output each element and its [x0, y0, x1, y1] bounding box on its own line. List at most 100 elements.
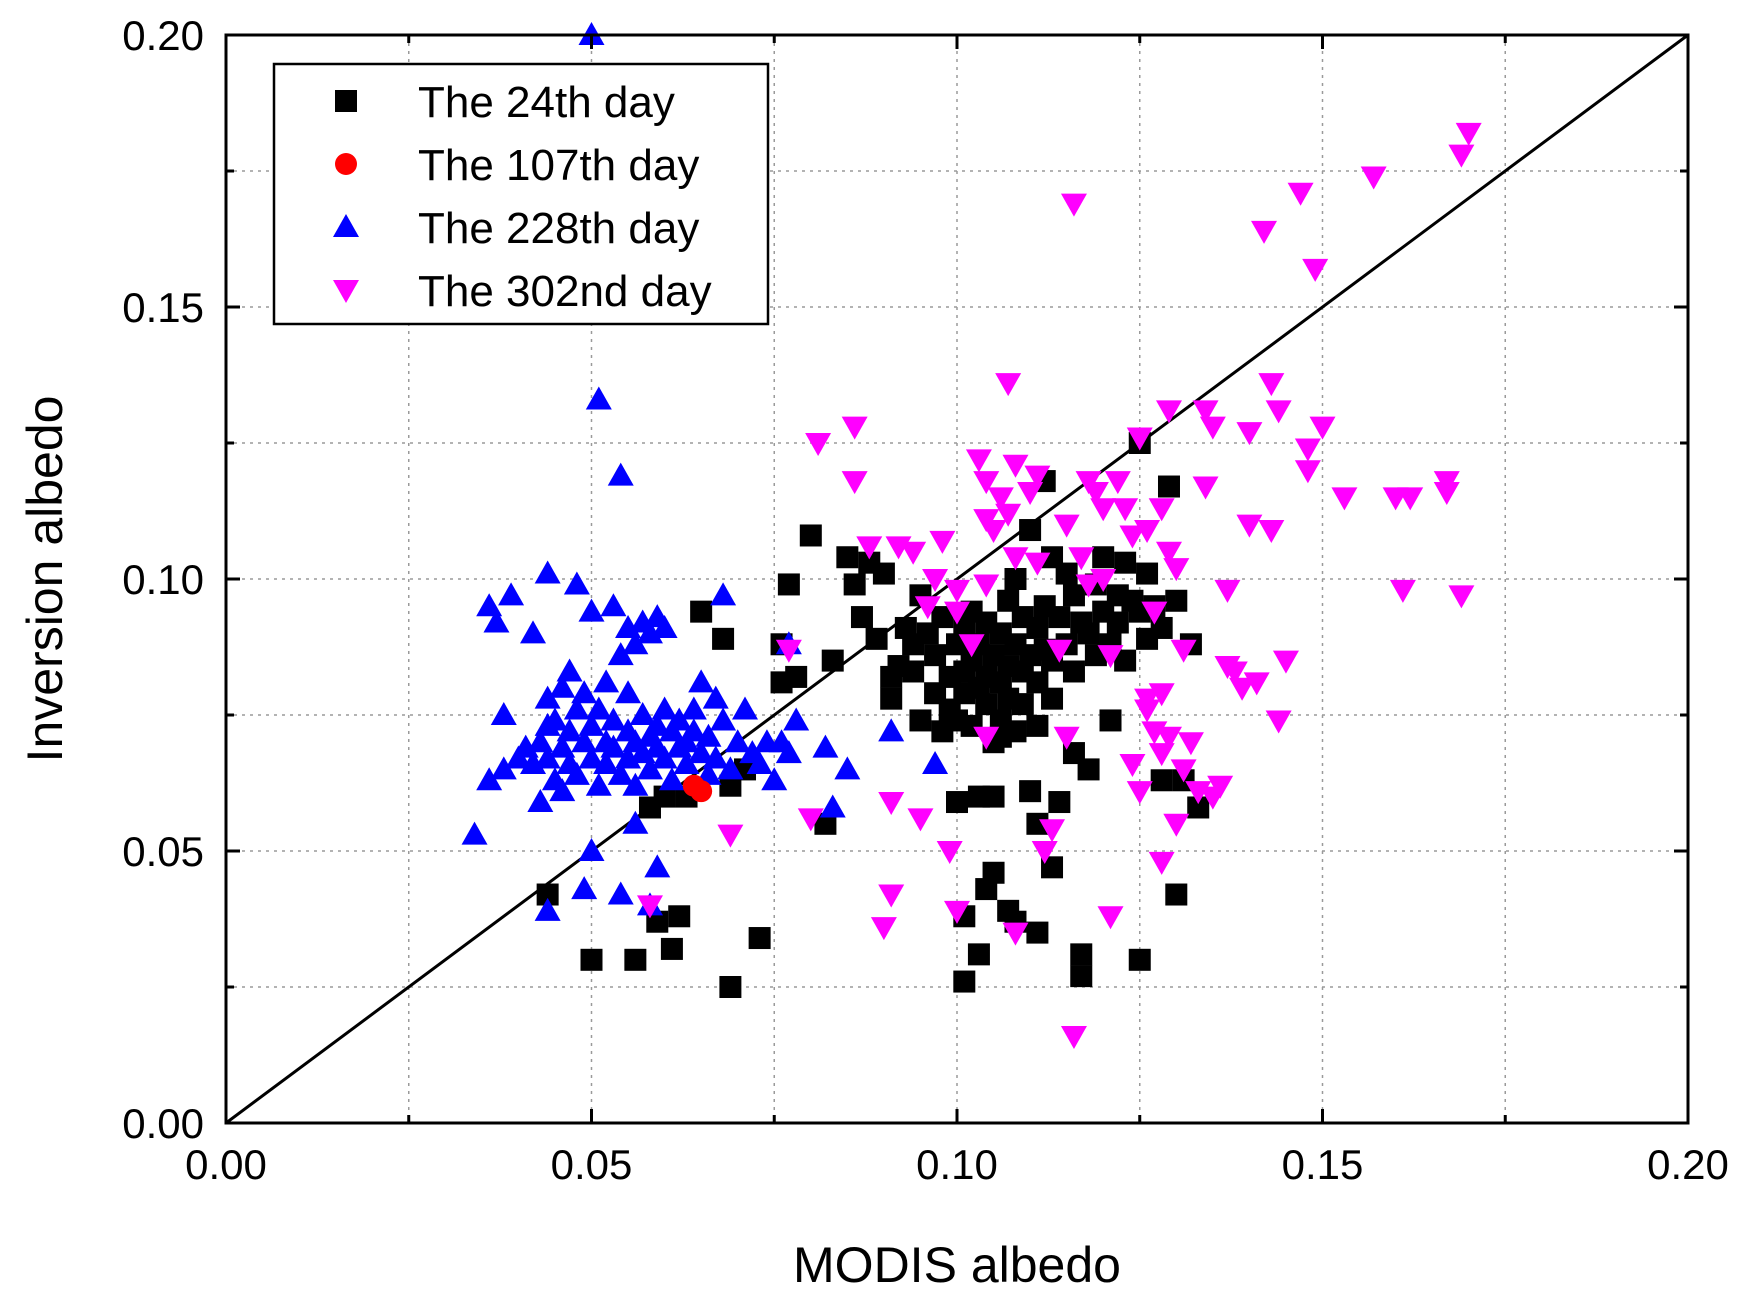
data-point-triangle-down [1433, 481, 1460, 505]
data-point-triangle-down [1207, 775, 1234, 799]
data-point-square [924, 644, 947, 667]
data-point-triangle-down [1170, 639, 1197, 663]
data-point-triangle-up [695, 723, 722, 747]
data-point-triangle-down [1031, 841, 1058, 864]
data-point-square [799, 524, 822, 547]
data-point-triangle-up [819, 794, 846, 818]
data-point-triangle-down [870, 917, 897, 941]
series-triangle-down [636, 122, 1482, 1049]
data-point-triangle-up [563, 761, 590, 785]
data-point-triangle-down [1046, 639, 1073, 663]
data-point-square [1187, 796, 1210, 819]
data-point-square [1157, 475, 1180, 498]
data-point-triangle-up [549, 674, 576, 698]
reference-line-layer [225, 33, 1689, 1125]
data-point-triangle-down [805, 433, 832, 456]
data-point-triangle-down [1090, 569, 1117, 592]
data-point-triangle-up [563, 571, 590, 595]
data-point-triangle-up [922, 750, 949, 774]
data-point-triangle-up [746, 750, 773, 774]
data-point-square [967, 943, 990, 966]
data-point-triangle-down [1104, 471, 1131, 495]
data-point-triangle-down [1251, 220, 1278, 244]
data-point-square [843, 573, 866, 596]
data-point-square [946, 791, 968, 814]
data-point-triangle-up [680, 696, 707, 720]
data-point-square [1106, 611, 1129, 634]
data-point-triangle-down [1060, 193, 1087, 217]
data-point-square [1070, 965, 1093, 988]
data-point-triangle-down [1148, 851, 1175, 875]
data-point-square [1026, 714, 1049, 737]
data-point-triangle-down [1287, 182, 1314, 206]
data-point-triangle-up [607, 881, 634, 905]
data-point-triangle-down [1192, 400, 1219, 424]
data-point-triangle-down [1053, 726, 1080, 750]
data-point-triangle-down [797, 808, 824, 832]
data-point-triangle-down [1360, 166, 1387, 190]
data-point-square [931, 606, 954, 629]
data-point-triangle-down [1126, 781, 1153, 805]
data-point-square [953, 970, 976, 993]
data-point-triangle-down [1294, 438, 1321, 462]
data-point-square [1077, 758, 1100, 781]
data-point-triangle-down [936, 841, 963, 864]
data-point-triangle-down [1039, 819, 1066, 843]
data-point-triangle-down [1126, 427, 1153, 451]
data-point-triangle-down [1024, 465, 1051, 489]
data-point-triangle-down [907, 808, 934, 832]
data-point-triangle-down [1112, 498, 1139, 522]
data-point-triangle-up [483, 609, 510, 633]
data-point-square [1114, 551, 1137, 574]
data-point-triangle-up [710, 582, 737, 606]
data-point-square [1099, 709, 1122, 732]
data-point-triangle-down [980, 520, 1007, 544]
y-tick-label: 0.05 [122, 828, 204, 875]
data-point-triangle-down [1294, 460, 1321, 484]
data-point-square [850, 606, 873, 629]
data-point-triangle-down [995, 503, 1022, 527]
series-triangle-up [461, 22, 949, 921]
data-point-triangle-down [1090, 498, 1117, 522]
data-point-triangle-up [563, 696, 590, 720]
data-point-triangle-down [1082, 481, 1109, 505]
data-point-triangle-down [1097, 906, 1124, 930]
data-point-triangle-down [1119, 753, 1146, 777]
data-point-triangle-down [1119, 525, 1146, 549]
legend-label: The 24th day [418, 78, 675, 127]
data-point-triangle-down [1236, 514, 1263, 538]
data-point-circle [682, 774, 705, 797]
data-point-triangle-up [461, 821, 488, 845]
data-point-square [1150, 769, 1173, 792]
data-point-triangle-down [878, 792, 905, 816]
data-point-triangle-up [658, 767, 685, 791]
legend-label: The 302nd day [418, 267, 712, 316]
data-point-triangle-up [534, 685, 561, 709]
data-point-triangle-up [607, 761, 634, 785]
data-point-triangle-up [834, 756, 861, 780]
data-point-square [902, 660, 925, 683]
data-point-square [1165, 589, 1188, 612]
data-point-square [982, 861, 1005, 884]
data-point-triangle-up [534, 745, 561, 769]
data-point-square [536, 883, 559, 906]
data-point-square [1011, 693, 1034, 716]
data-point-triangle-down [1265, 710, 1292, 734]
data-point-triangle-up [761, 767, 788, 791]
data-point-triangle-down [944, 579, 970, 603]
data-point-triangle-up [724, 729, 751, 753]
data-point-triangle-down [1134, 520, 1161, 544]
data-point-triangle-up [498, 582, 525, 606]
data-point-triangle-up [666, 707, 693, 731]
data-point-triangle-up [585, 772, 612, 796]
data-point-square [1092, 546, 1115, 569]
data-point-square [1026, 616, 1049, 639]
data-point-triangle-up [629, 702, 656, 725]
legend-marker-triangle-up [333, 214, 359, 237]
data-point-triangle-down [1382, 487, 1409, 511]
data-point-triangle-down [958, 634, 985, 658]
data-point-triangle-up [607, 462, 634, 486]
data-point-triangle-up [732, 696, 759, 720]
data-point-square [982, 785, 1005, 808]
data-point-triangle-down [636, 895, 663, 919]
